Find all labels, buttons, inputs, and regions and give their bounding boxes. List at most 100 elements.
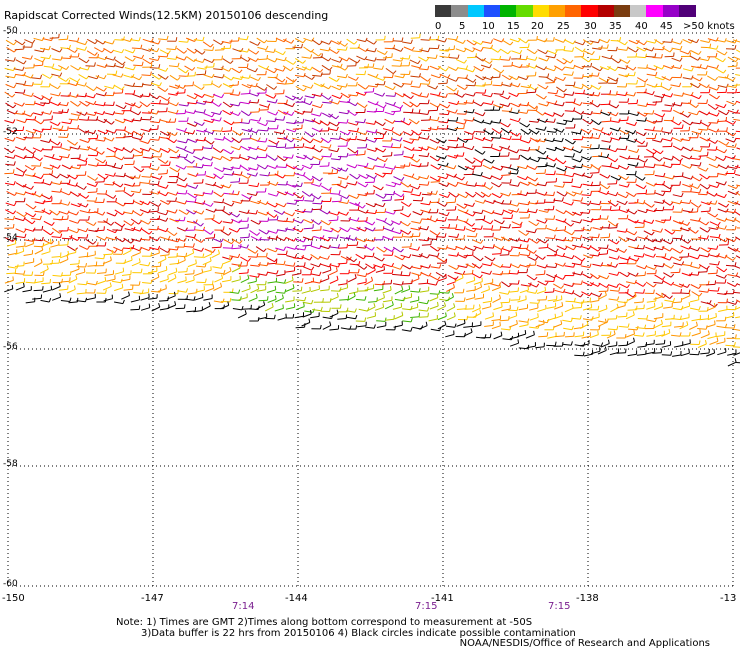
wind-barb-flag <box>284 289 287 294</box>
wind-barb <box>256 289 266 292</box>
wind-barb <box>194 272 203 277</box>
wind-barb <box>25 191 35 196</box>
wind-barb <box>94 257 104 260</box>
wind-barb <box>672 248 681 254</box>
wind-barb <box>538 57 548 62</box>
wind-barb-flag <box>238 154 241 159</box>
wind-barb <box>382 199 392 202</box>
wind-barb-flag <box>444 155 447 160</box>
wind-barb-flag <box>77 145 81 150</box>
wind-barb-flag <box>644 117 647 122</box>
wind-barb <box>619 257 629 261</box>
wind-barb <box>367 156 377 161</box>
wind-barb <box>734 173 740 176</box>
wind-barb-flag <box>670 129 673 134</box>
wind-barb <box>240 101 250 105</box>
wind-barb-flag <box>435 281 439 286</box>
wind-barb-flag <box>122 61 126 66</box>
wind-barb-flag <box>11 93 16 98</box>
wind-barb <box>193 310 203 313</box>
wind-barb-flag <box>652 126 655 131</box>
wind-barb-flag <box>302 39 306 44</box>
wind-barb-flag <box>66 210 70 215</box>
wind-barb <box>662 138 672 142</box>
wind-barb-flag <box>680 73 683 78</box>
wind-barb <box>21 56 32 60</box>
wind-barb <box>239 236 250 239</box>
wind-barb-flag <box>474 81 477 86</box>
wind-barb <box>123 211 133 215</box>
wind-barb-flag <box>718 233 721 238</box>
wind-barb-flag <box>238 139 243 144</box>
wind-barb <box>608 284 617 288</box>
wind-barb-flag <box>309 100 313 105</box>
wind-barb-flag <box>220 149 224 153</box>
wind-barb-flag <box>617 255 620 260</box>
wind-barb-flag <box>273 86 278 90</box>
wind-barb <box>447 77 457 82</box>
wind-barb-flag <box>536 130 540 135</box>
wind-barb <box>346 138 356 141</box>
wind-barb-flag <box>291 276 294 281</box>
wind-barb-flag <box>502 90 505 95</box>
wind-barb <box>376 246 385 253</box>
wind-barb-flag <box>416 103 421 108</box>
wind-barb-flag <box>615 263 619 268</box>
wind-barb <box>598 190 607 195</box>
wind-barb <box>121 38 131 42</box>
wind-barb <box>174 84 184 89</box>
wind-barb-flag <box>716 183 720 188</box>
wind-barb <box>472 40 482 45</box>
wind-barb-flag <box>138 174 141 179</box>
wind-barb <box>240 110 249 117</box>
wind-barb <box>48 173 58 179</box>
wind-barb <box>490 283 500 287</box>
wind-barb <box>481 271 491 275</box>
wind-barb <box>680 138 690 142</box>
wind-barb <box>412 149 422 152</box>
wind-barb <box>490 121 500 124</box>
wind-barb <box>203 49 213 51</box>
wind-barb-flag <box>77 116 80 121</box>
wind-barb-flag <box>581 84 584 89</box>
wind-barb <box>628 257 638 262</box>
wind-barb <box>114 271 124 275</box>
wind-barb-flag <box>328 162 330 167</box>
wind-barb-flag <box>707 151 709 156</box>
wind-barb-flag <box>177 76 181 81</box>
wind-barb-flag <box>373 237 376 242</box>
wind-barb <box>96 235 105 241</box>
wind-barb <box>412 199 423 202</box>
wind-barb <box>205 208 215 213</box>
wind-barb-flag <box>573 98 576 103</box>
wind-barb-flag <box>472 130 476 135</box>
wind-barb-flag <box>626 284 630 289</box>
wind-barb <box>310 50 319 57</box>
wind-barb <box>78 57 87 64</box>
wind-barb-flag <box>553 234 556 239</box>
wind-barb <box>330 40 340 45</box>
wind-barb-flag <box>428 208 432 213</box>
wind-barb-flag <box>669 48 673 53</box>
wind-barb <box>637 67 647 69</box>
wind-barb-flag <box>356 241 359 246</box>
wind-barb <box>61 121 71 125</box>
wind-barb-flag <box>661 117 663 122</box>
wind-barb <box>438 82 448 85</box>
wind-barb-flag <box>391 301 394 306</box>
wind-barb <box>295 155 305 160</box>
wind-barb <box>526 274 535 281</box>
wind-barb <box>25 148 34 155</box>
wind-barb-flag <box>435 190 438 195</box>
wind-barb-flag <box>219 117 222 122</box>
wind-barb <box>715 274 725 279</box>
wind-barb <box>691 130 701 135</box>
wind-barb <box>482 164 492 170</box>
wind-barb <box>699 183 708 190</box>
wind-barb-flag <box>84 297 88 302</box>
wind-barb <box>574 92 584 95</box>
wind-barb <box>410 37 420 39</box>
wind-barb <box>546 130 556 133</box>
wind-barb <box>429 305 439 310</box>
wind-barb-flag <box>489 186 494 190</box>
